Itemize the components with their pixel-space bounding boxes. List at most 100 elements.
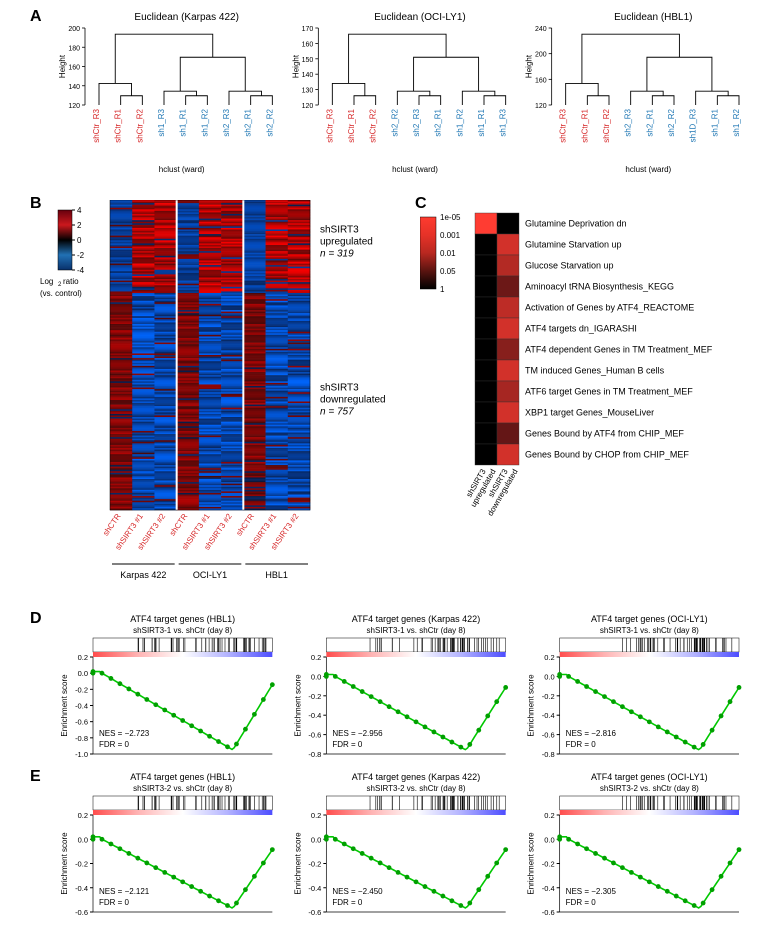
svg-text:120: 120 — [302, 103, 314, 110]
svg-text:ATF4 target genes (HBL1): ATF4 target genes (HBL1) — [130, 772, 235, 782]
svg-text:240: 240 — [535, 26, 547, 33]
svg-text:160: 160 — [302, 41, 314, 48]
svg-text:0.05: 0.05 — [440, 267, 456, 276]
svg-text:sh2_R2: sh2_R2 — [265, 108, 274, 136]
svg-text:sh2_R1: sh2_R1 — [645, 108, 654, 136]
svg-text:sh2_R2: sh2_R2 — [390, 108, 399, 136]
svg-text:sh2_R3: sh2_R3 — [412, 108, 421, 136]
svg-text:140: 140 — [302, 72, 314, 79]
svg-text:shCtr_R1: shCtr_R1 — [580, 108, 589, 142]
svg-text:0.0: 0.0 — [544, 835, 554, 844]
svg-text:sh1_R1: sh1_R1 — [179, 108, 188, 136]
svg-text:0: 0 — [77, 236, 82, 245]
svg-text:Glutamine Starvation up: Glutamine Starvation up — [525, 240, 622, 250]
svg-text:-0.6: -0.6 — [75, 908, 88, 917]
svg-text:0.2: 0.2 — [78, 653, 88, 662]
svg-text:n = 319: n = 319 — [320, 249, 354, 260]
svg-text:upregulated: upregulated — [320, 237, 373, 248]
svg-text:-0.4: -0.4 — [75, 702, 88, 711]
svg-text:ATF4 targets dn_IGARASHI: ATF4 targets dn_IGARASHI — [525, 324, 637, 334]
svg-text:OCI-LY1: OCI-LY1 — [193, 570, 227, 580]
svg-text:Euclidean (HBL1): Euclidean (HBL1) — [614, 12, 692, 23]
svg-text:Activation of Genes by ATF4_RE: Activation of Genes by ATF4_REACTOME — [525, 303, 694, 313]
svg-text:XBP1 target Genes_MouseLiver: XBP1 target Genes_MouseLiver — [525, 408, 654, 418]
svg-text:1e-05: 1e-05 — [440, 213, 461, 222]
svg-text:0.0: 0.0 — [78, 669, 88, 678]
panel-d-label: D — [30, 610, 42, 628]
svg-text:shSIRT3-2 vs. shCtr (day 8): shSIRT3-2 vs. shCtr (day 8) — [600, 784, 699, 793]
svg-text:Karpas 422: Karpas 422 — [120, 570, 166, 580]
svg-text:-0.4: -0.4 — [542, 711, 555, 720]
svg-text:Enrichment score: Enrichment score — [527, 832, 536, 895]
svg-text:0.2: 0.2 — [78, 811, 88, 820]
svg-text:NES = −2.723: NES = −2.723 — [99, 729, 150, 738]
svg-text:sh1_R3: sh1_R3 — [499, 108, 508, 136]
panel-e-gsea: ATF4 target genes (HBL1) shSIRT3-2 vs. sh… — [55, 770, 745, 920]
svg-text:sh1_R1: sh1_R1 — [477, 108, 486, 136]
svg-text:shSIRT3-1 vs. shCtr (day 8): shSIRT3-1 vs. shCtr (day 8) — [600, 626, 699, 635]
svg-text:FDR = 0: FDR = 0 — [332, 898, 363, 907]
svg-text:-0.2: -0.2 — [542, 692, 555, 701]
svg-text:shCtr_R2: shCtr_R2 — [602, 108, 611, 142]
svg-text:130: 130 — [302, 88, 314, 95]
svg-text:ATF4 target genes (Karpas 422): ATF4 target genes (Karpas 422) — [352, 614, 480, 624]
svg-text:shSIRT3-1 vs. shCtr (day 8): shSIRT3-1 vs. shCtr (day 8) — [367, 626, 466, 635]
svg-text:sh1D_R3: sh1D_R3 — [689, 108, 698, 142]
svg-text:-0.2: -0.2 — [308, 692, 321, 701]
svg-text:0.0: 0.0 — [544, 672, 554, 681]
svg-text:FDR = 0: FDR = 0 — [99, 740, 130, 749]
svg-text:-4: -4 — [77, 266, 85, 275]
svg-text:1: 1 — [440, 285, 445, 294]
svg-text:sh2_R3: sh2_R3 — [222, 108, 231, 136]
svg-text:Enrichment score: Enrichment score — [293, 832, 302, 895]
svg-text:shCTR: shCTR — [168, 512, 190, 538]
svg-text:Aminoacyl tRNA Biosynthesis_KE: Aminoacyl tRNA Biosynthesis_KEGG — [525, 282, 674, 292]
panel-e-label: E — [30, 768, 41, 786]
svg-text:Enrichment score: Enrichment score — [60, 674, 69, 737]
svg-text:-0.8: -0.8 — [308, 750, 321, 759]
svg-text:160: 160 — [535, 77, 547, 84]
svg-text:-0.8: -0.8 — [75, 734, 88, 743]
svg-text:-0.8: -0.8 — [542, 750, 555, 759]
svg-text:NES = −2.956: NES = −2.956 — [332, 729, 383, 738]
svg-text:-0.6: -0.6 — [542, 731, 555, 740]
svg-text:sh2_R3: sh2_R3 — [624, 108, 633, 136]
svg-text:shSIRT3-2 vs. shCtr (day 8): shSIRT3-2 vs. shCtr (day 8) — [133, 784, 232, 793]
svg-text:sh1_R2: sh1_R2 — [200, 108, 209, 136]
svg-text:0.2: 0.2 — [311, 653, 321, 662]
svg-text:150: 150 — [302, 57, 314, 64]
svg-text:0.0: 0.0 — [311, 835, 321, 844]
svg-text:sh1_R3: sh1_R3 — [157, 108, 166, 136]
svg-text:downregulated: downregulated — [320, 395, 386, 406]
svg-text:-0.4: -0.4 — [542, 884, 555, 893]
svg-text:Glucose Starvation up: Glucose Starvation up — [525, 261, 614, 271]
svg-text:-0.2: -0.2 — [308, 860, 321, 869]
svg-text:shCtr_R1: shCtr_R1 — [347, 108, 356, 142]
svg-text:NES = −2.121: NES = −2.121 — [99, 887, 150, 896]
svg-text:shCtr_R2: shCtr_R2 — [135, 108, 144, 142]
svg-text:shCTR: shCTR — [234, 512, 256, 538]
svg-text:Enrichment score: Enrichment score — [293, 674, 302, 737]
svg-text:shSIRT3-2 vs. shCtr (day 8): shSIRT3-2 vs. shCtr (day 8) — [367, 784, 466, 793]
svg-text:Glutamine Deprivation dn: Glutamine Deprivation dn — [525, 219, 627, 229]
svg-text:sh1_R1: sh1_R1 — [710, 108, 719, 136]
svg-text:-1.0: -1.0 — [75, 750, 88, 759]
svg-text:FDR = 0: FDR = 0 — [332, 740, 363, 749]
svg-text:hclust (ward): hclust (ward) — [625, 165, 671, 174]
svg-text:shSIRT3: shSIRT3 — [320, 225, 359, 236]
svg-text:ATF4 target genes (OCI-LY1): ATF4 target genes (OCI-LY1) — [591, 614, 708, 624]
svg-text:2: 2 — [58, 282, 62, 288]
svg-text:ATF4 target genes (HBL1): ATF4 target genes (HBL1) — [130, 614, 235, 624]
svg-text:sh1_R2: sh1_R2 — [732, 108, 741, 136]
panel-d-gsea: ATF4 target genes (HBL1) shSIRT3-1 vs. sh… — [55, 612, 745, 762]
svg-text:sh2_R2: sh2_R2 — [667, 108, 676, 136]
panel-b-heatmap: 420-2-4Log2 ratio(vs. control)shCTRshSIR… — [40, 200, 410, 600]
svg-text:-0.6: -0.6 — [542, 908, 555, 917]
svg-text:0.0: 0.0 — [311, 672, 321, 681]
svg-text:0.001: 0.001 — [440, 231, 461, 240]
svg-text:-2: -2 — [77, 251, 85, 260]
svg-text:Height: Height — [291, 54, 300, 78]
svg-text:shSIRT3-1 vs. shCtr (day 8): shSIRT3-1 vs. shCtr (day 8) — [133, 626, 232, 635]
svg-text:0.01: 0.01 — [440, 249, 456, 258]
svg-text:ratio: ratio — [63, 277, 79, 286]
